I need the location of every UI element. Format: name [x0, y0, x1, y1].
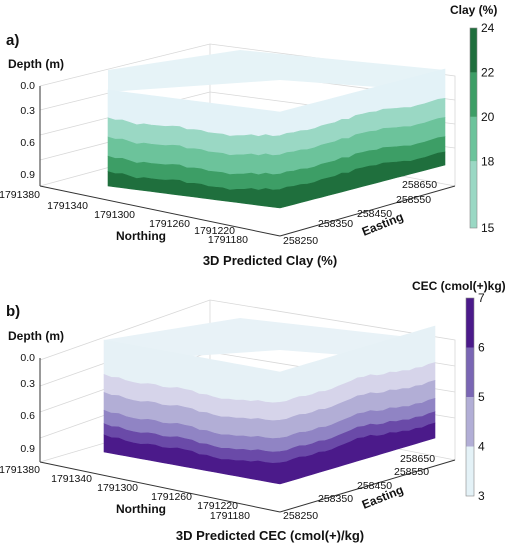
panel-b-depth-tick: 0.0 [20, 352, 35, 364]
panel-b-colorbar-tick: 4 [478, 440, 485, 454]
panel-b-depth-axis-label: Depth (m) [8, 329, 64, 343]
panel-a-northing-tick: 1791180 [208, 234, 248, 246]
panel-b-colorbar-band [466, 397, 474, 447]
panel-a-depth-tick: 0.9 [20, 169, 35, 181]
panel-b-northing-axis-line [39, 461, 281, 513]
panel-a-northing-axis-line [39, 185, 281, 237]
panel-a-colorbar-band [470, 72, 477, 117]
panel-a-colorbar-band [470, 28, 477, 73]
panel-b-colorbar-tick: 5 [478, 390, 485, 404]
panel-a-easting-tick: 258250 [283, 235, 318, 247]
panel-b-depth-tick: 0.3 [20, 378, 35, 390]
panel-a-depth-layer [107, 151, 446, 209]
panel-b-volume [103, 318, 436, 485]
panel-a-depth-layers [107, 68, 446, 209]
panel-a-colorbar-title: Clay (%) [450, 3, 497, 17]
panel-b-northing-axis-label: Northing [116, 502, 166, 516]
panel-a-colorbar-tick: 15 [481, 221, 495, 235]
panel-b-colorbar-tick: 6 [478, 341, 485, 355]
panel-a-colorbar-tick: 20 [481, 110, 495, 124]
panel-b-easting-tick: 258650 [400, 453, 435, 465]
panel-b-depth-layer [103, 422, 436, 485]
panel-a-easting-axis-line [279, 185, 456, 237]
panel-a: a) Depth (m) 0.0 0.3 0.6 0.9 1791380 [0, 3, 497, 268]
panel-b-northing-tick: 1791260 [151, 491, 192, 503]
panel-a-easting-tick: 258650 [402, 179, 437, 191]
panel-a-northing-axis-label: Northing [116, 229, 166, 243]
panel-a-depth-tick: 0.0 [20, 80, 35, 92]
panel-a-northing-tick: 1791260 [149, 218, 190, 230]
panel-a-depth-tick: 0.6 [20, 137, 35, 149]
panel-a-depth-axis-label: Depth (m) [8, 57, 64, 71]
panel-a-northing-tick: 1791380 [0, 189, 40, 201]
panel-a-depth-tick: 0.3 [20, 105, 35, 117]
panel-b-northing-tick: 1791340 [51, 473, 92, 485]
panel-a-colorbar-tick: 22 [481, 65, 495, 79]
panel-b-depth-layers [103, 325, 436, 485]
panel-b-colorbar-outline [465, 297, 475, 497]
panel-b-northing-tick: 1791380 [0, 464, 40, 476]
panel-b-easting-tick: 258550 [394, 466, 429, 478]
panel-a-northing-tick: 1791220 [194, 225, 235, 237]
panel-a-label: a) [6, 32, 19, 49]
panel-b: b) Depth (m) 0.0 0.3 0.6 0.9 1791380 179… [0, 279, 506, 543]
panel-b-colorbar-band [466, 347, 474, 397]
panel-a-colorbar-band [470, 116, 477, 162]
panel-a-easting-tick: 258450 [357, 208, 392, 220]
panel-b-depth-tick: 0.9 [20, 443, 35, 455]
panel-b-colorbar-title: CEC (cmol(+)kg) [412, 279, 506, 293]
panel-b-colorbar-band [466, 446, 474, 496]
panel-a-northing-tick: 1791300 [94, 209, 135, 221]
panel-a-northing-tick: 1791340 [47, 200, 88, 212]
panel-b-northing-tick: 1791180 [210, 510, 250, 522]
panel-b-depth-tick: 0.6 [20, 410, 35, 422]
panel-a-volume [107, 50, 446, 209]
panel-a-colorbar-band [470, 161, 477, 228]
panel-b-colorbar: 7 6 5 4 3 [465, 291, 485, 503]
panel-a-colorbar: 24 22 20 18 15 [469, 21, 495, 235]
panel-b-northing-tick: 1791220 [197, 500, 238, 512]
panel-b-easting-tick: 258250 [283, 510, 318, 522]
panel-b-northing-tick: 1791300 [97, 482, 138, 494]
panel-b-label: b) [6, 303, 20, 320]
panel-b-colorbar-tick: 3 [478, 489, 485, 503]
panel-a-colorbar-outline [469, 27, 478, 229]
panel-a-easting-tick: 258350 [318, 218, 353, 230]
panel-a-colorbar-tick: 24 [481, 21, 495, 35]
panel-a-title: 3D Predicted Clay (%) [203, 253, 337, 268]
panel-a-top-surface [108, 50, 445, 92]
panel-b-easting-axis-line [279, 459, 456, 513]
panel-b-title: 3D Predicted CEC (cmol(+)/kg) [176, 528, 364, 543]
panel-a-easting-tick: 258550 [396, 194, 431, 206]
panel-b-colorbar-tick: 7 [478, 291, 485, 305]
panel-b-easting-tick: 258350 [318, 493, 353, 505]
panel-b-easting-tick: 258450 [357, 480, 392, 492]
panel-a-colorbar-tick: 18 [481, 154, 495, 168]
panel-b-colorbar-band [466, 298, 474, 348]
